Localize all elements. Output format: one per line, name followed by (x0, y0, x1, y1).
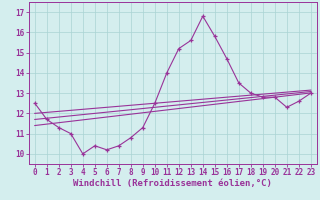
X-axis label: Windchill (Refroidissement éolien,°C): Windchill (Refroidissement éolien,°C) (73, 179, 272, 188)
